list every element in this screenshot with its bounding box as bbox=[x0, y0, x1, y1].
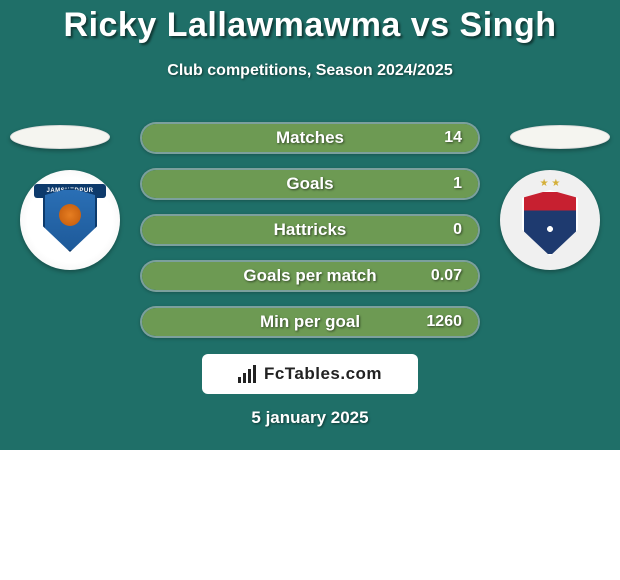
stat-bar: Goals per match0.07 bbox=[140, 260, 480, 292]
stat-label: Goals per match bbox=[142, 262, 478, 290]
stat-label: Goals bbox=[142, 170, 478, 198]
date-label: 5 january 2025 bbox=[0, 408, 620, 428]
stat-bar: Hattricks0 bbox=[140, 214, 480, 246]
shield-icon bbox=[43, 188, 97, 252]
stat-bar: Min per goal1260 bbox=[140, 306, 480, 338]
left-club-badge: JAMSHEDPUR bbox=[20, 170, 120, 270]
stat-value: 0 bbox=[453, 216, 462, 244]
right-flag-placeholder bbox=[510, 125, 610, 149]
stat-bar: Matches14 bbox=[140, 122, 480, 154]
stars-icon: ★ ★ bbox=[500, 178, 600, 189]
page-title: Ricky Lallawmawma vs Singh bbox=[0, 6, 620, 45]
stat-label: Hattricks bbox=[142, 216, 478, 244]
subtitle: Club competitions, Season 2024/2025 bbox=[0, 62, 620, 80]
stat-bar: Goals1 bbox=[140, 168, 480, 200]
left-flag-placeholder bbox=[10, 125, 110, 149]
site-attribution: FcTables.com bbox=[202, 354, 418, 394]
stat-value: 0.07 bbox=[431, 262, 462, 290]
bar-chart-icon bbox=[238, 365, 256, 383]
stat-value: 1260 bbox=[426, 308, 462, 336]
stat-label: Matches bbox=[142, 124, 478, 152]
stat-value: 14 bbox=[444, 124, 462, 152]
right-club-badge: ★ ★ bbox=[500, 170, 600, 270]
shield-icon bbox=[522, 190, 578, 256]
site-label: FcTables.com bbox=[264, 364, 382, 384]
stat-value: 1 bbox=[453, 170, 462, 198]
comparison-card: Ricky Lallawmawma vs Singh Club competit… bbox=[0, 0, 620, 580]
stat-bars: Matches14 Goals1 Hattricks0 Goals per match… bbox=[140, 122, 480, 352]
